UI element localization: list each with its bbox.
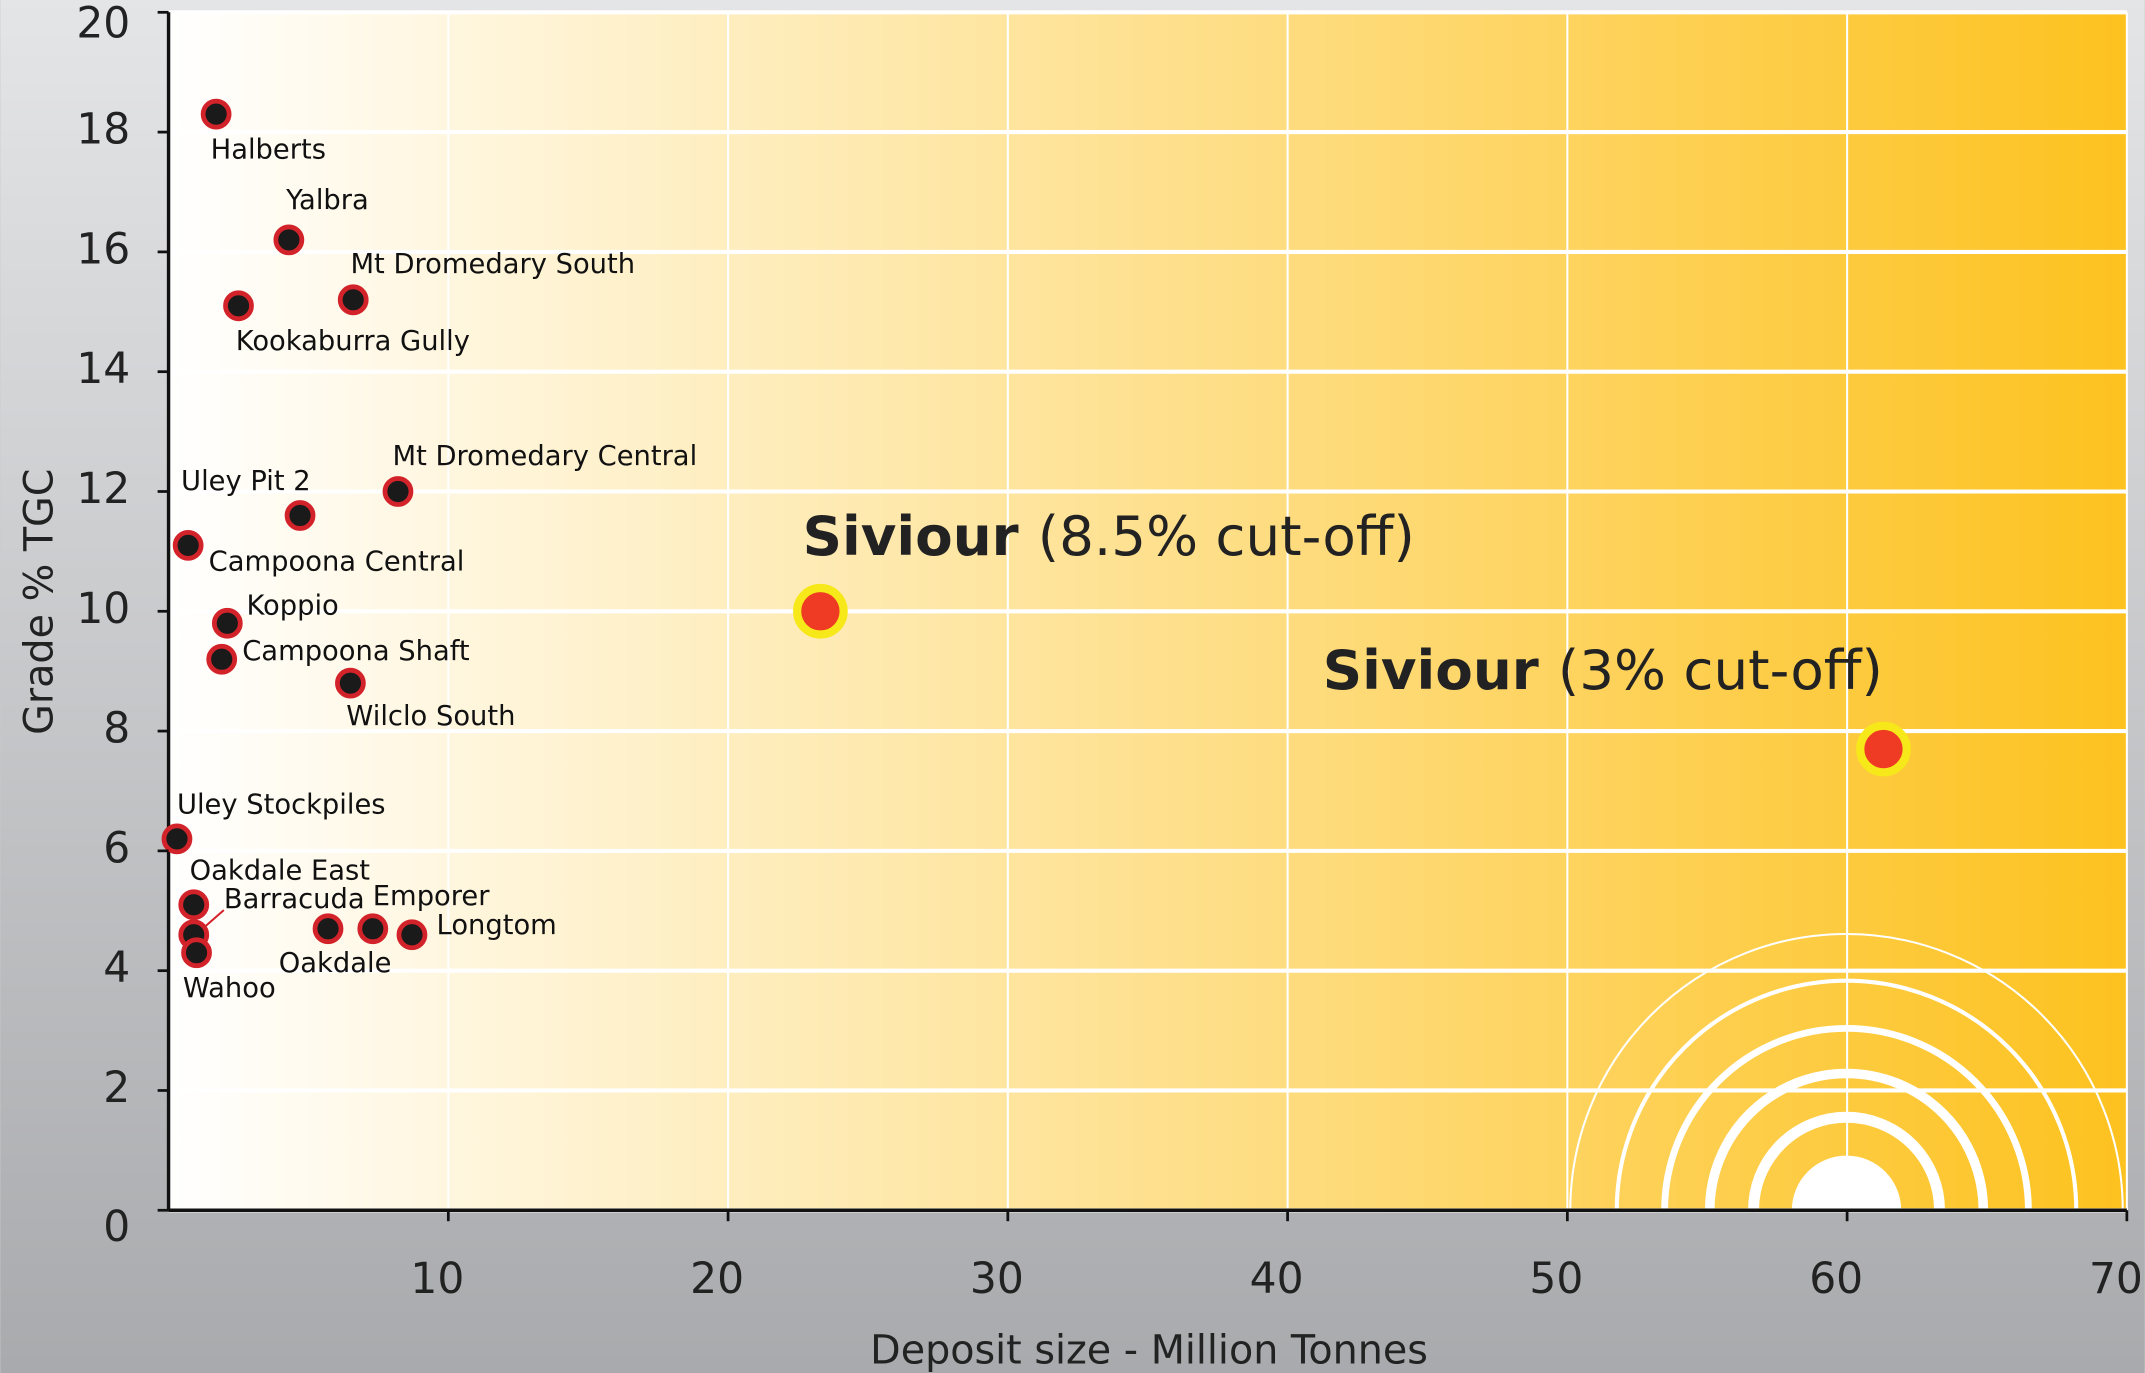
- point-label: Campoona Central: [209, 547, 465, 578]
- point-label: Mt Dromedary South: [350, 249, 635, 280]
- data-point: [172, 530, 204, 561]
- point-label: Longtom: [437, 910, 557, 941]
- x-tick-label: 20: [690, 1254, 744, 1303]
- point-label: Oakdale: [279, 948, 392, 979]
- data-point: [181, 937, 212, 969]
- y-tick-label: 10: [76, 584, 130, 633]
- data-point: [284, 500, 316, 531]
- data-point: [178, 889, 210, 921]
- point-label: Wahoo: [183, 973, 276, 1004]
- data-point: [200, 98, 232, 130]
- highlight-name: Siviour: [803, 504, 1019, 568]
- y-axis-title: Grade % TGC: [16, 469, 62, 735]
- point-label: Mt Dromedary Central: [392, 441, 697, 472]
- point-label: Kookaburra Gully: [236, 326, 470, 357]
- data-point: [335, 667, 366, 699]
- point-label: Wilclo South: [346, 701, 515, 732]
- x-tick-label: 60: [1809, 1254, 1863, 1303]
- data-point: [206, 643, 238, 675]
- point-label: Uley Stockpiles: [177, 790, 386, 821]
- data-point: [312, 913, 344, 945]
- y-tick-label: 20: [76, 0, 130, 47]
- data-point: [223, 290, 254, 322]
- highlight-name: Siviour: [1323, 638, 1539, 702]
- y-tick-label: 2: [103, 1063, 130, 1112]
- y-tick-label: 8: [103, 704, 130, 753]
- data-point: [357, 913, 389, 945]
- point-label: Campoona Shaft: [242, 636, 470, 667]
- point-label: Emporer: [373, 881, 490, 912]
- x-axis-title: Deposit size - Million Tonnes: [870, 1327, 1428, 1373]
- x-tick-label: 40: [1250, 1254, 1304, 1303]
- y-tick-label: 0: [103, 1202, 130, 1251]
- point-label: Oakdale East: [190, 855, 371, 886]
- y-tick-label: 12: [76, 464, 130, 513]
- x-tick-label: 50: [1529, 1254, 1583, 1303]
- data-point: [382, 476, 414, 507]
- x-tick-label: 70: [2089, 1254, 2143, 1303]
- highlight-point: [793, 583, 848, 639]
- y-tick-label: 16: [76, 224, 130, 273]
- highlight-note: (8.5% cut-off): [1038, 504, 1415, 568]
- highlight-note: (3% cut-off): [1558, 638, 1883, 702]
- y-tick-label: 6: [103, 823, 130, 872]
- x-tick-label: 30: [970, 1254, 1024, 1303]
- y-tick-label: 18: [76, 105, 130, 154]
- data-point: [273, 224, 305, 256]
- point-label: Halberts: [211, 135, 326, 166]
- data-point: [211, 607, 243, 639]
- data-point: [337, 284, 369, 316]
- point-label: Uley Pit 2: [181, 466, 311, 497]
- data-point: [161, 823, 193, 855]
- highlight-label: Siviour (3% cut-off): [1323, 638, 1883, 702]
- highlight-point: [1856, 721, 1911, 777]
- point-label: Barracuda: [224, 884, 365, 915]
- y-tick-label: 14: [76, 344, 130, 393]
- data-point: [396, 919, 428, 951]
- x-tick-label: 10: [410, 1254, 464, 1303]
- point-label: Yalbra: [285, 185, 369, 216]
- y-tick-label: 4: [103, 943, 130, 992]
- point-label: Koppio: [246, 590, 338, 621]
- highlight-label: Siviour (8.5% cut-off): [803, 504, 1415, 568]
